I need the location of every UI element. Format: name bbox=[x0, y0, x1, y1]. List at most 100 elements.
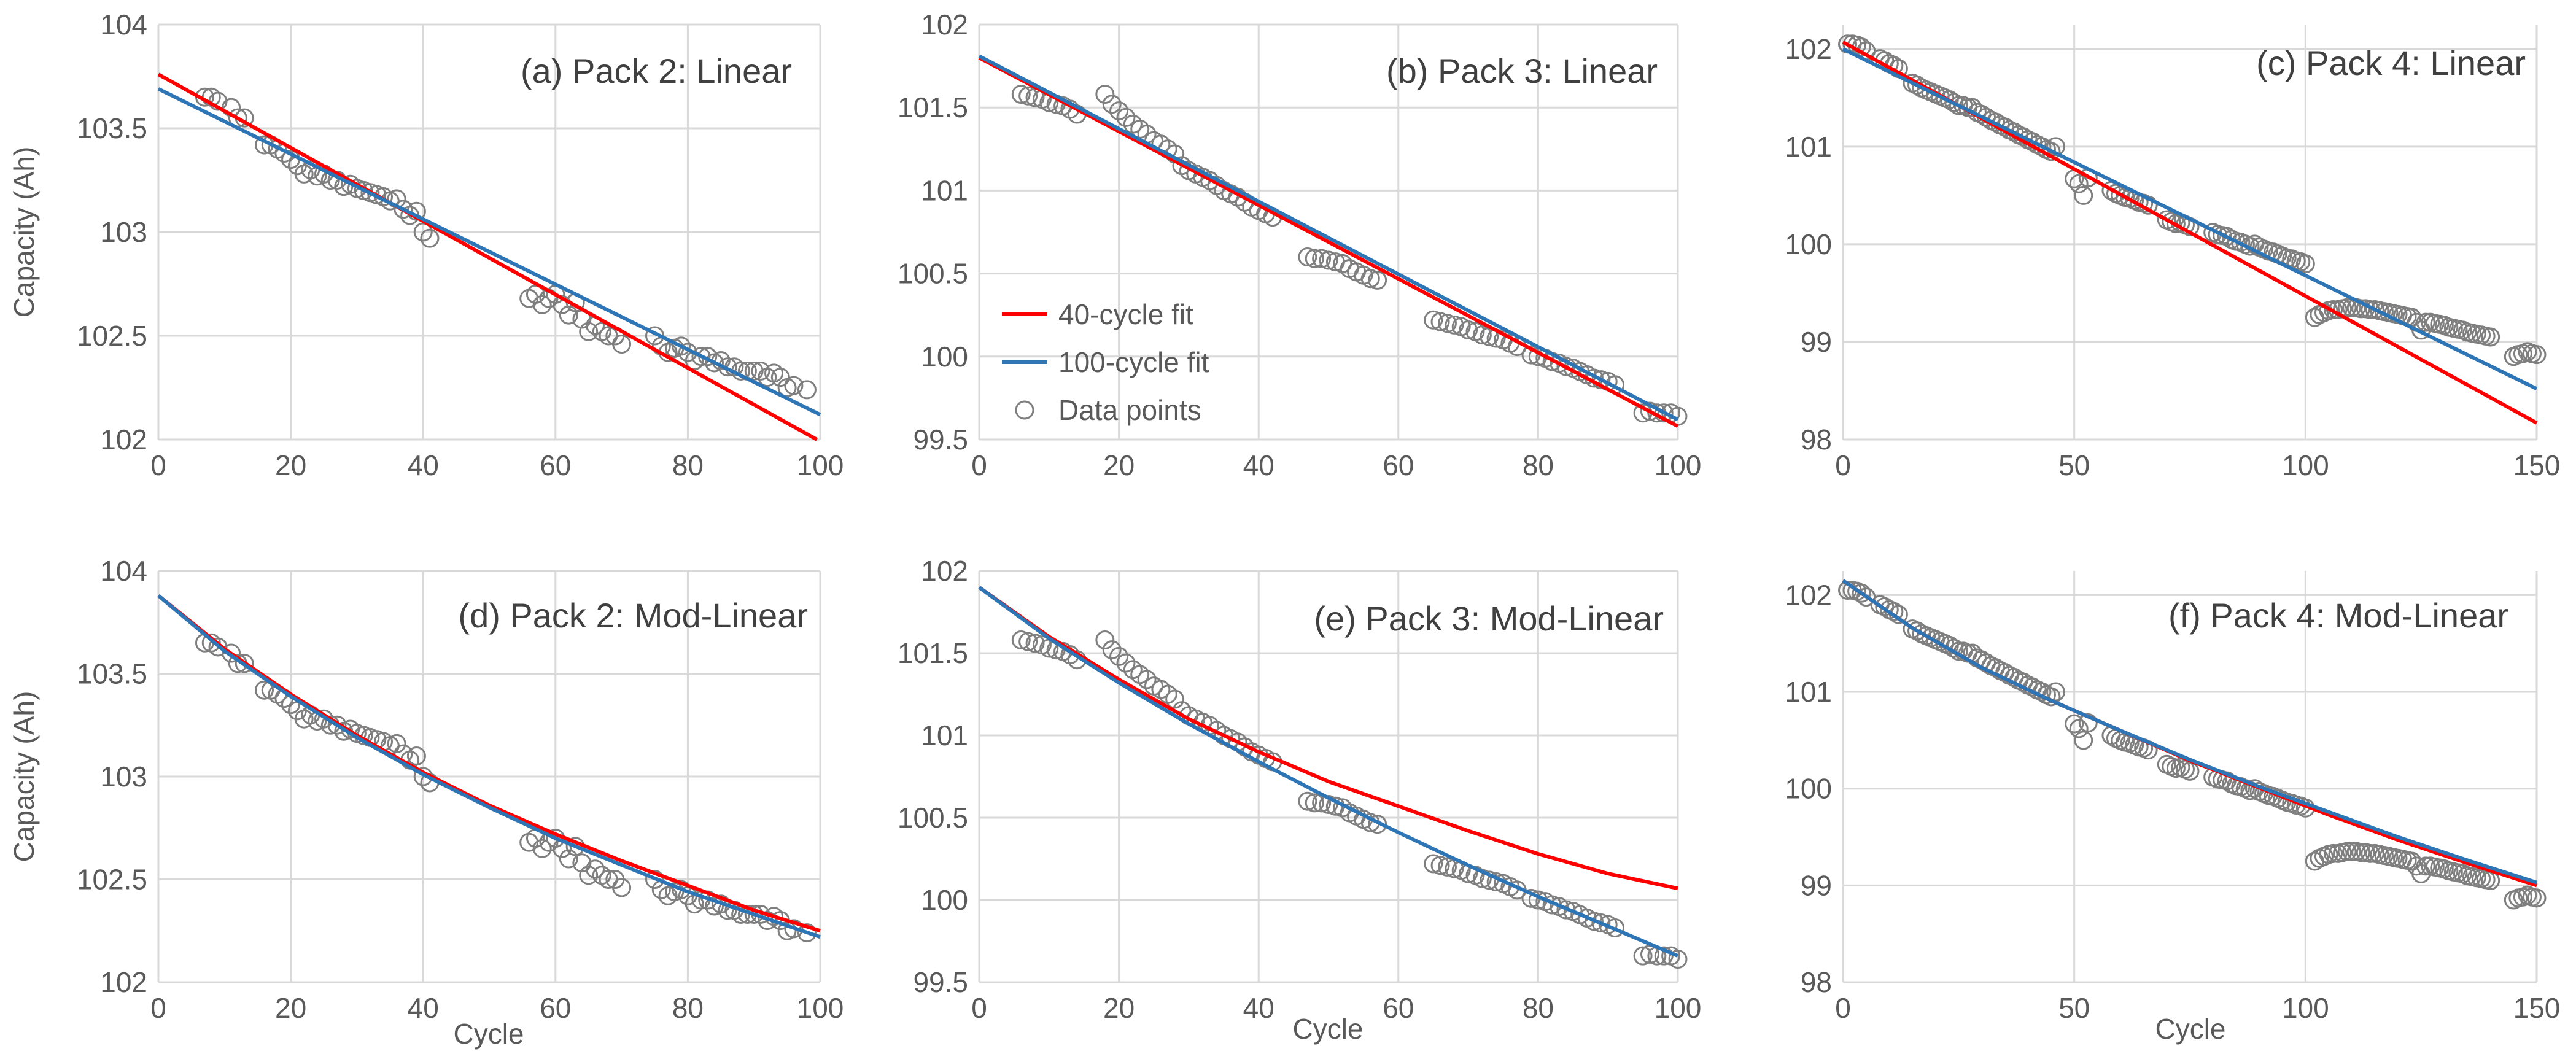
data-point bbox=[387, 734, 406, 753]
y-tick-label: 100.5 bbox=[898, 802, 968, 834]
x-tick-label: 40 bbox=[1243, 449, 1274, 481]
chart-panel-2: 0 20 40 60 80 100 99.5 100 100.5 101 101.5 102 (b) P… bbox=[898, 9, 1702, 481]
x-tick-label: 100 bbox=[2282, 449, 2329, 481]
x-axis-title: Cycle bbox=[2155, 1013, 2225, 1045]
data-point bbox=[1305, 249, 1324, 268]
data-point bbox=[2337, 842, 2357, 861]
x-tick-label: 60 bbox=[540, 992, 571, 1024]
data-point bbox=[1949, 96, 1968, 115]
chart-panel-1: 0 20 40 60 80 100 102 102.5 103 103.5 104 (a) Pack … bbox=[8, 9, 844, 481]
x-tick-label: 0 bbox=[971, 992, 987, 1024]
data-point bbox=[784, 919, 804, 939]
data-point bbox=[2342, 842, 2362, 861]
data-point bbox=[2481, 327, 2500, 347]
data-point bbox=[254, 680, 274, 700]
y-tick-label: 101 bbox=[921, 174, 968, 206]
y-tick-label: 101 bbox=[1785, 676, 1832, 708]
y-tick-label: 102.5 bbox=[77, 320, 147, 352]
data-point bbox=[1556, 900, 1576, 920]
y-tick-label: 103 bbox=[100, 216, 147, 248]
x-tick-label: 60 bbox=[1383, 992, 1414, 1024]
x-tick-label: 50 bbox=[2058, 992, 2090, 1024]
x-tick-label: 20 bbox=[1103, 992, 1135, 1024]
data-point bbox=[406, 746, 426, 765]
data-point bbox=[1165, 689, 1185, 709]
data-point bbox=[585, 859, 605, 879]
data-point bbox=[1424, 854, 1443, 874]
data-point bbox=[2361, 843, 2380, 863]
y-tick-label: 99.5 bbox=[913, 424, 968, 455]
data-point bbox=[1011, 630, 1031, 650]
y-tick-label: 100 bbox=[921, 884, 968, 916]
series-line-100-cycle-fit bbox=[978, 586, 1679, 958]
x-tick-label: 100 bbox=[2282, 992, 2329, 1024]
data-point bbox=[2180, 761, 2200, 781]
y-tick-label: 101 bbox=[921, 719, 968, 751]
x-tick-label: 150 bbox=[2513, 449, 2561, 481]
y-tick-label: 100 bbox=[1785, 773, 1832, 805]
data-point bbox=[2527, 345, 2547, 365]
data-point bbox=[1102, 95, 1122, 114]
data-point bbox=[1305, 793, 1324, 813]
data-point bbox=[1633, 946, 1653, 966]
panel-title: (b) Pack 3: Linear bbox=[1386, 52, 1658, 90]
data-point bbox=[1472, 325, 1492, 345]
panel-title: (a) Pack 2: Linear bbox=[521, 52, 792, 90]
data-point bbox=[1668, 949, 1688, 969]
legend-swatch-data-points bbox=[1015, 400, 1034, 420]
x-tick-label: 100 bbox=[1655, 449, 1702, 481]
series-line-40-cycle-fit bbox=[978, 56, 1679, 428]
data-point bbox=[2402, 851, 2422, 871]
x-tick-label: 0 bbox=[150, 449, 166, 481]
x-tick-label: 20 bbox=[275, 992, 306, 1024]
data-point bbox=[1109, 101, 1129, 121]
y-tick-label: 101 bbox=[1785, 131, 1832, 163]
x-tick-label: 60 bbox=[1383, 449, 1414, 481]
data-point bbox=[559, 305, 578, 325]
data-point bbox=[1011, 85, 1031, 104]
series-line-40-cycle-fit bbox=[978, 586, 1678, 891]
data-point bbox=[1605, 918, 1625, 938]
y-tick-label: 102 bbox=[100, 424, 147, 455]
panel-title: (e) Pack 3: Mod-Linear bbox=[1314, 599, 1664, 638]
data-point bbox=[2416, 856, 2435, 876]
x-tick-label: 100 bbox=[1655, 992, 1702, 1024]
data-point bbox=[2337, 298, 2357, 317]
data-point bbox=[1584, 912, 1604, 931]
y-tick-label: 102 bbox=[921, 9, 968, 41]
data-point bbox=[526, 284, 545, 304]
y-tick-label: 102 bbox=[1785, 33, 1832, 65]
data-point bbox=[2074, 185, 2093, 205]
data-point bbox=[2351, 843, 2371, 862]
data-point bbox=[2074, 731, 2093, 750]
data-point bbox=[797, 923, 817, 943]
y-tick-label: 98 bbox=[1801, 424, 1832, 455]
y-tick-label: 102.5 bbox=[77, 864, 147, 896]
y-tick-label: 100 bbox=[921, 341, 968, 373]
x-tick-label: 60 bbox=[540, 449, 571, 481]
data-point bbox=[1360, 269, 1380, 289]
legend-label-data-points: Data points bbox=[1058, 394, 1201, 426]
data-point bbox=[1298, 247, 1317, 267]
data-point bbox=[327, 715, 347, 735]
chart-panel-5: 0 20 40 60 80 100 99.5 100 100.5 101 101.5 102 (e) P… bbox=[898, 555, 1702, 1045]
x-tick-label: 80 bbox=[1523, 992, 1554, 1024]
x-tick-label: 40 bbox=[408, 992, 439, 1024]
data-point bbox=[1424, 310, 1443, 330]
y-tick-label: 101.5 bbox=[898, 91, 968, 123]
series-line-100-cycle-fit bbox=[157, 594, 821, 939]
data-point bbox=[1430, 312, 1450, 331]
data-point bbox=[1368, 815, 1387, 834]
legend-label-100-cycle-fit: 100-cycle fit bbox=[1058, 346, 1209, 378]
y-tick-label: 100 bbox=[1785, 228, 1832, 260]
data-point bbox=[797, 380, 817, 400]
data-point bbox=[2065, 714, 2084, 734]
series-line-100-cycle-fit bbox=[1842, 47, 2538, 390]
data-point bbox=[645, 870, 664, 889]
data-point bbox=[672, 880, 691, 899]
x-tick-label: 20 bbox=[1103, 449, 1135, 481]
data-point bbox=[1116, 107, 1136, 127]
data-point bbox=[784, 376, 804, 395]
data-point bbox=[2078, 713, 2098, 733]
